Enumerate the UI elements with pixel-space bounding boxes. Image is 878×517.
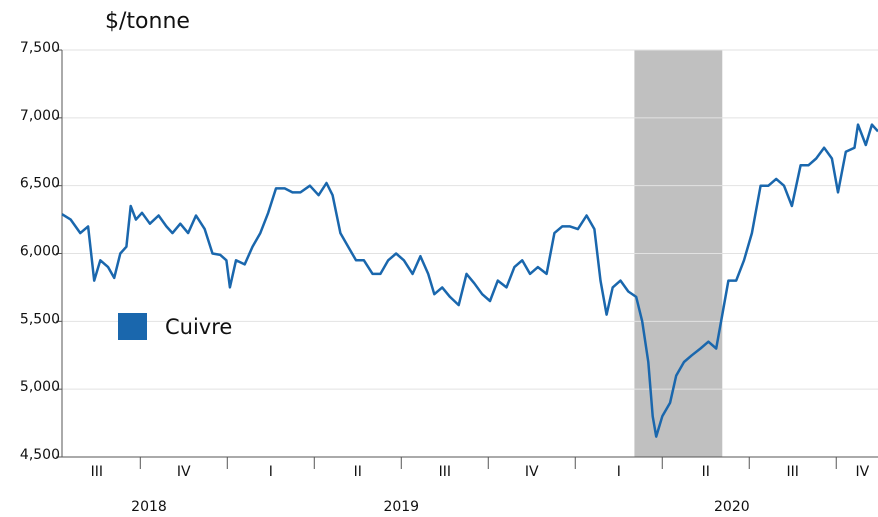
y-tick-label: 5,000 bbox=[20, 379, 60, 395]
chart-title: $/tonne bbox=[105, 9, 190, 34]
x-tick-label: I bbox=[269, 464, 273, 480]
year-label: 2018 bbox=[131, 499, 167, 515]
x-tick-label: III bbox=[91, 464, 103, 480]
y-tick-label: 7,000 bbox=[20, 108, 60, 124]
y-tick-label: 5,500 bbox=[20, 311, 60, 327]
series-line bbox=[61, 123, 878, 438]
x-tick-label: IV bbox=[855, 464, 869, 480]
y-tick-label: 4,500 bbox=[20, 447, 60, 463]
year-label: 2020 bbox=[714, 499, 750, 515]
y-tick-label: 6,500 bbox=[20, 176, 60, 192]
x-tick-label: II bbox=[702, 464, 710, 480]
x-tick-label: III bbox=[787, 464, 799, 480]
x-tick-label: III bbox=[439, 464, 451, 480]
year-label: 2019 bbox=[383, 499, 419, 515]
y-tick-label: 6,000 bbox=[20, 244, 60, 260]
x-tick-label: IV bbox=[525, 464, 539, 480]
x-tick-label: II bbox=[354, 464, 362, 480]
x-tick-label: IV bbox=[177, 464, 191, 480]
x-tick-label: I bbox=[617, 464, 621, 480]
y-tick-label: 7,500 bbox=[20, 40, 60, 56]
legend-label: Cuivre bbox=[165, 315, 232, 339]
legend-swatch bbox=[118, 313, 147, 340]
